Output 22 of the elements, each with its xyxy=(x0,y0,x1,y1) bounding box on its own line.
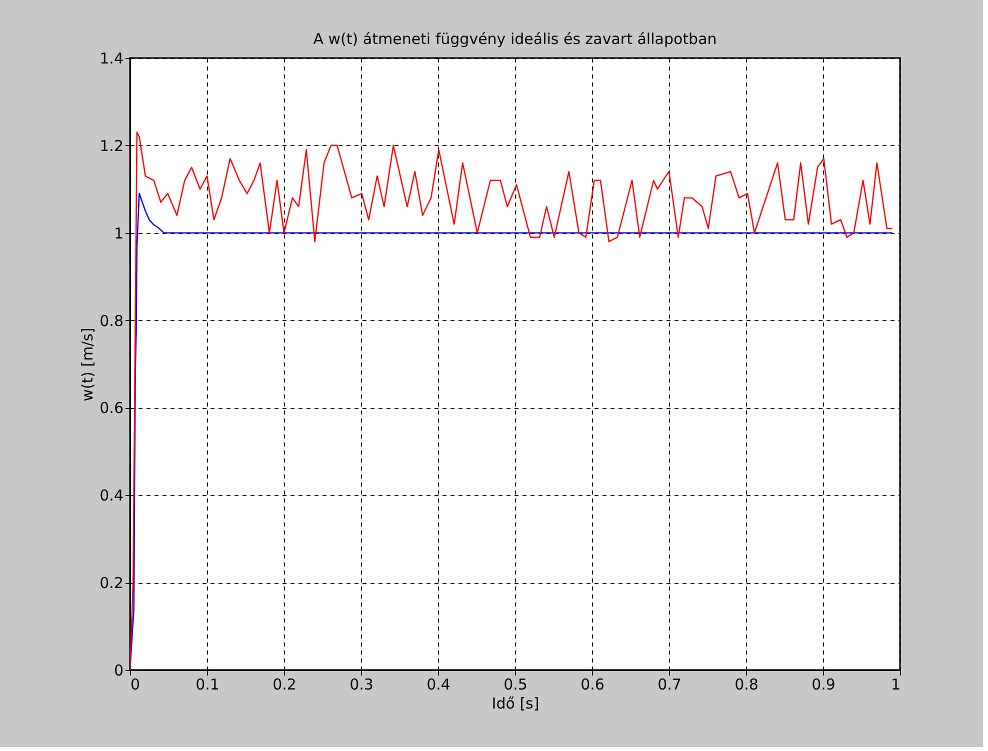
x-tick-label: 0.6 xyxy=(580,676,604,694)
y-tick-label: 0.2 xyxy=(100,574,124,592)
y-axis-title: w(t) [m/s] xyxy=(78,328,97,402)
y-tick-label: 1 xyxy=(114,224,124,242)
y-tick-label: 1.2 xyxy=(100,136,124,155)
y-tick-label: 1.4 xyxy=(100,50,124,68)
x-axis-title: Idő [s] xyxy=(492,694,540,712)
x-tick-label: 0.7 xyxy=(658,676,682,694)
x-tick-label: 0.8 xyxy=(734,676,758,694)
chart-title: A w(t) átmeneti függvény ideális és zavart állapotban xyxy=(313,30,717,48)
x-tick-label: 0 xyxy=(130,676,140,694)
y-tick-label: 0 xyxy=(114,662,124,680)
x-tick-label: 0.2 xyxy=(272,676,296,694)
y-tick-label: 0.4 xyxy=(100,486,124,505)
x-tick-label: 0.4 xyxy=(426,676,450,694)
y-tick-label: 0.8 xyxy=(100,312,124,330)
x-tick-label: 1 xyxy=(890,676,900,694)
x-tick-label: 0.3 xyxy=(350,676,374,694)
y-tick-label: 0.6 xyxy=(100,399,124,418)
x-tick-label: 0.1 xyxy=(196,676,220,694)
x-tick-label: 0.5 xyxy=(504,676,528,694)
x-tick-label: 0.9 xyxy=(812,676,836,694)
